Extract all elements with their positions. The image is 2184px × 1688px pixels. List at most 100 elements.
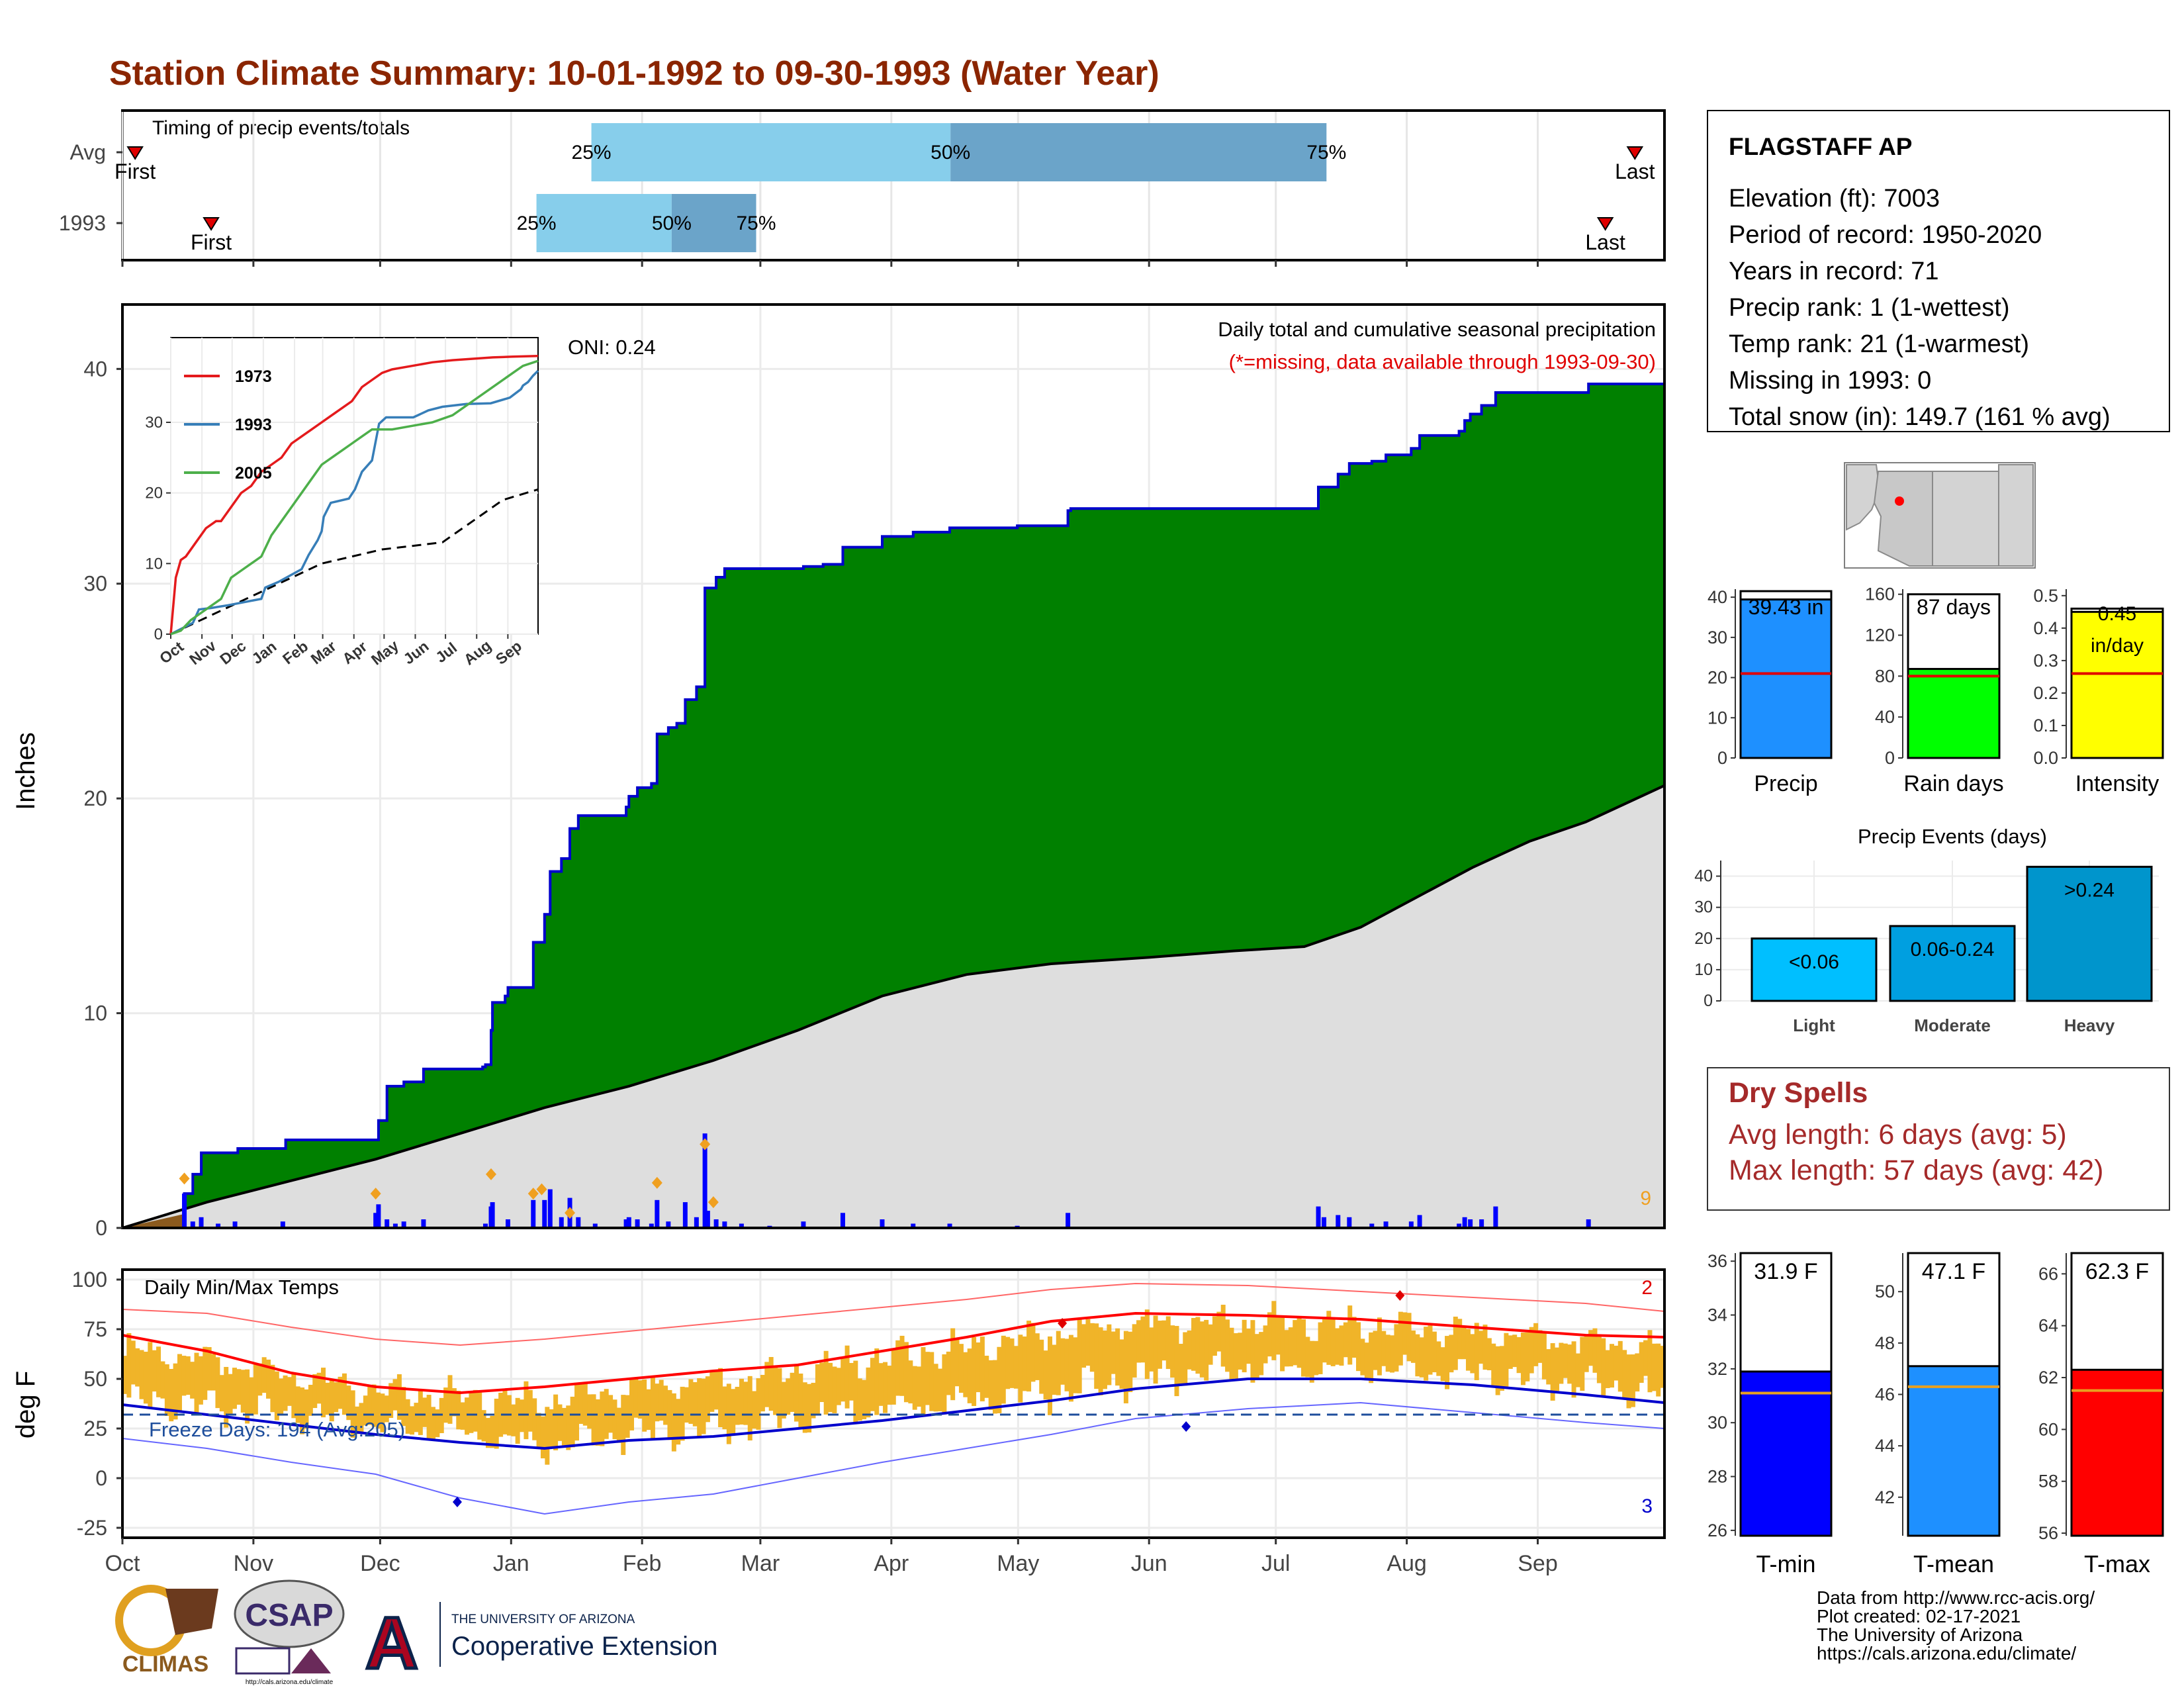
daily-temp-range-bar [1060, 1338, 1066, 1385]
inset-series-line-2005 [170, 359, 539, 635]
tindex-ytick-label: 42 [1875, 1487, 1895, 1507]
daily-temp-range-bar [414, 1403, 419, 1432]
daily-temp-range-bar [1018, 1335, 1023, 1403]
tindex-value-bar [2070, 1368, 2164, 1537]
daily-precip-bar [1066, 1213, 1071, 1228]
daily-temp-range-bar [308, 1384, 313, 1416]
daily-temp-range-bar [481, 1410, 486, 1442]
tindex-ytick-label: 60 [2038, 1419, 2058, 1439]
daily-temp-range-bar [287, 1377, 292, 1406]
daily-temp-range-bar [177, 1354, 182, 1411]
daily-precip-bar [1336, 1215, 1341, 1228]
daily-temp-range-bar [392, 1379, 398, 1411]
daily-temp-range-bar [844, 1345, 850, 1409]
index-category-label: Rain days [1903, 771, 2003, 796]
daily-temp-range-bar [1529, 1327, 1534, 1374]
index-value-bar [1739, 598, 1833, 759]
daily-temp-range-bar [1056, 1331, 1061, 1395]
daily-temp-range-bar [236, 1369, 242, 1405]
precip-chart-title: Daily total and cumulative seasonal prec… [1218, 318, 1656, 341]
daily-precip-bar [840, 1213, 845, 1228]
daily-temp-range-bar [747, 1376, 752, 1441]
daily-temp-range-bar [1610, 1344, 1614, 1388]
temps-ytick-label: 0 [95, 1466, 107, 1490]
daily-temp-range-bar [532, 1398, 537, 1440]
daily-temp-range-bar [650, 1377, 655, 1439]
daily-temp-range-bar [773, 1366, 778, 1415]
daily-temp-range-bar [1364, 1342, 1369, 1381]
daily-temp-range-bar [1402, 1312, 1408, 1355]
last-event-marker-icon [1596, 217, 1614, 231]
daily-temp-range-bar [637, 1380, 643, 1419]
first-event-label: First [114, 160, 156, 183]
daily-temp-range-bar [338, 1376, 343, 1409]
daily-temp-range-bar [1119, 1339, 1124, 1389]
temps-xtick-label: Dec [360, 1551, 400, 1576]
daily-temp-range-bar [1445, 1336, 1450, 1389]
daily-temp-range-bar [477, 1392, 482, 1440]
daily-temp-range-bar [1390, 1335, 1395, 1373]
daily-temp-range-bar [967, 1348, 972, 1403]
daily-temp-range-bar [925, 1352, 930, 1405]
daily-temp-range-bar [786, 1378, 791, 1415]
daily-temp-range-bar [1022, 1336, 1027, 1391]
daily-temp-range-bar [718, 1368, 723, 1427]
daily-temp-range-bar [815, 1364, 820, 1415]
daily-temp-range-bar [1199, 1321, 1205, 1378]
precip-chart-subtitle: (*=missing, data available through 1993-… [1229, 350, 1656, 373]
daily-temp-range-bar [798, 1374, 803, 1428]
daily-temp-range-bar [1271, 1301, 1277, 1360]
daily-temp-range-bar [401, 1387, 406, 1427]
daily-temp-range-bar [997, 1346, 1002, 1413]
daily-temp-range-bar [561, 1407, 567, 1446]
freeze-days-label: Freeze Days: 194 (Avg:205) [149, 1418, 405, 1441]
daily-temp-range-bar [878, 1363, 884, 1406]
daily-temp-range-bar [545, 1407, 550, 1465]
precip-events-chart: Precip Events (days) 0 10 20 30 40 <0.06 Light… [1694, 825, 2159, 1035]
daily-precip-bar [373, 1213, 379, 1228]
daily-temp-range-bar [777, 1368, 782, 1429]
daily-temp-range-bar [1639, 1342, 1644, 1383]
daily-temp-range-bar [1377, 1317, 1382, 1376]
daily-temp-range-bar [410, 1406, 415, 1435]
temps-ylabel: deg F [11, 1371, 40, 1438]
timing-row-label: 1993 [59, 211, 106, 235]
daily-temp-range-bar [1052, 1344, 1057, 1395]
timing-bar-25-50 [591, 123, 951, 181]
daily-temp-range-bar [1170, 1325, 1175, 1378]
tindex-ytick-label: 66 [2038, 1264, 2058, 1284]
temps-ytick-label: 25 [83, 1417, 107, 1440]
daily-temp-range-bar [790, 1372, 795, 1412]
daily-temp-range-bar [139, 1350, 144, 1399]
daily-temp-range-bar [295, 1386, 300, 1423]
temps-xtick-label: Sep [1518, 1551, 1558, 1576]
tindex-ytick-label: 36 [1707, 1251, 1727, 1271]
daily-temp-range-bar [899, 1335, 905, 1396]
timing-panel: Timing of precip events/totals Avg 25% 50%… [59, 109, 1666, 267]
daily-temp-range-bar [891, 1348, 896, 1405]
csap-url: http://cals.arizona.edu/climate [246, 1679, 334, 1686]
climas-mountain-icon [165, 1589, 218, 1635]
index-ytick-label: 0.3 [2033, 651, 2058, 671]
daily-precip-bar [576, 1217, 581, 1228]
precip-index-intensity: 0.0 0.1 0.2 0.3 0.4 0.5 0.45 in/day Intensity [2033, 586, 2164, 796]
oni-label: ONI: 0.24 [568, 336, 656, 359]
events-bar-heavy [2026, 865, 2153, 1002]
footer-line: Data from http://www.rcc-acis.org/ [1817, 1587, 2095, 1608]
daily-temp-range-bar [1094, 1323, 1099, 1389]
daily-temp-range-bar [469, 1391, 474, 1433]
station-info-box: FLAGSTAFF AP Elevation (ft): 7003 Period … [1707, 110, 2170, 432]
temp-index-t-max: 56 58 60 62 64 66 62.3 F T-max [2038, 1252, 2164, 1577]
daily-temp-range-bar [422, 1397, 428, 1427]
daily-temp-range-bar [232, 1368, 237, 1409]
daily-temp-range-bar [642, 1379, 647, 1432]
daily-temp-range-bar [515, 1397, 520, 1444]
daily-temp-range-bar [384, 1395, 389, 1423]
index-value-bar [2070, 610, 2164, 759]
daily-temp-range-bar [1288, 1327, 1293, 1367]
temps-label-blue: 3 [1641, 1495, 1653, 1517]
precip-frame [121, 303, 1666, 1229]
csap-rain-icon [235, 1647, 291, 1675]
daily-temp-range-bar [1220, 1305, 1226, 1367]
